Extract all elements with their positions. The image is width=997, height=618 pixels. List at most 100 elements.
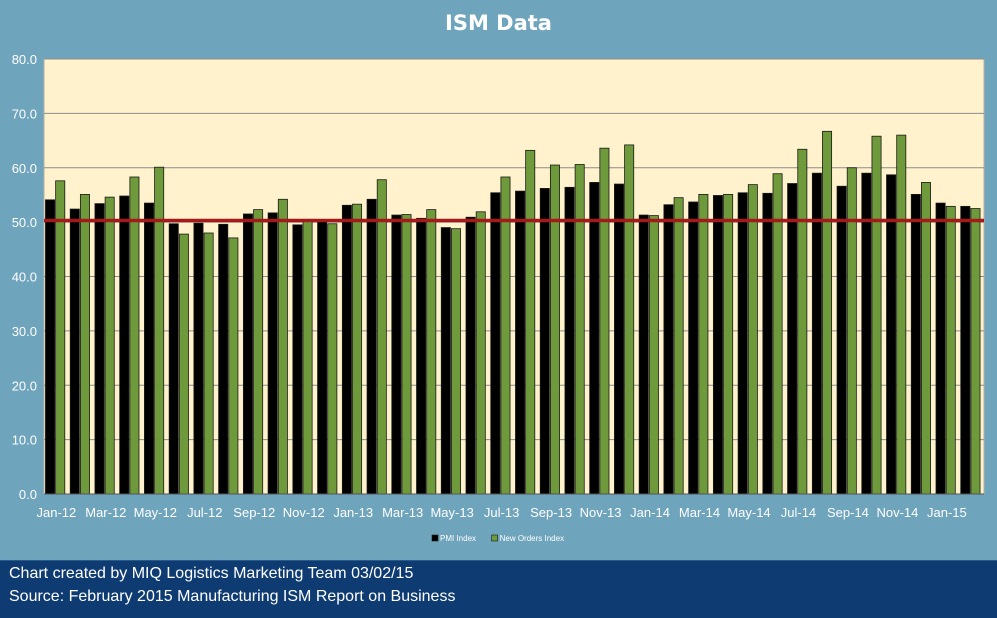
bar-pmi: [638, 214, 649, 495]
x-tick-label: May-12: [134, 505, 177, 520]
y-tick-label: 0.0: [19, 487, 37, 502]
bar-pmi: [737, 192, 748, 495]
bar-new-orders: [451, 228, 461, 495]
bar-pmi: [218, 223, 229, 495]
bar-pmi: [69, 208, 80, 495]
bar-pmi: [589, 182, 600, 495]
bar-pmi: [935, 202, 946, 495]
y-tick-label: 60.0: [12, 161, 37, 176]
bar-pmi: [787, 183, 798, 495]
bar-pmi: [119, 195, 130, 495]
legend-label-pmi: PMI Index: [440, 534, 476, 543]
bar-new-orders: [822, 130, 833, 495]
bar-new-orders: [525, 149, 536, 495]
bar-pmi: [267, 212, 278, 495]
bar-pmi: [391, 214, 402, 495]
bar-new-orders: [574, 164, 585, 495]
bar-new-orders: [475, 211, 486, 495]
bar-new-orders: [426, 209, 437, 495]
x-tick-label: May-13: [430, 505, 473, 520]
y-tick-label: 30.0: [12, 324, 37, 339]
footer-credit: Chart created by MIQ Logistics Marketing…: [9, 565, 414, 582]
bar-pmi: [366, 198, 377, 495]
bar-new-orders: [500, 176, 511, 495]
bar-pmi: [416, 217, 427, 495]
bar-new-orders: [698, 193, 709, 495]
bar-pmi: [144, 202, 154, 495]
y-tick-label: 70.0: [12, 106, 37, 121]
chart-panel: ISM Data 0.0 10.0 20.0 30.0 40.0 50.0 60.0 70.0…: [11, 11, 985, 543]
bar-pmi: [292, 224, 303, 495]
chart-title: ISM Data: [445, 11, 552, 35]
bar-pmi: [45, 199, 56, 495]
x-tick-label: Jul-14: [781, 505, 816, 520]
bar-pmi: [515, 190, 526, 495]
y-tick-label: 20.0: [12, 378, 37, 393]
x-tick-label: Jan-14: [630, 505, 670, 520]
bar-new-orders: [797, 148, 808, 495]
x-tick-label: Jan-13: [333, 505, 373, 520]
bar-new-orders: [203, 232, 214, 495]
bar-new-orders: [104, 196, 115, 495]
bar-pmi: [688, 201, 699, 495]
bar-new-orders: [723, 193, 734, 495]
bar-new-orders: [648, 215, 659, 495]
x-tick-label: Sep-13: [530, 505, 572, 520]
bar-new-orders: [154, 166, 165, 495]
bar-new-orders: [747, 184, 758, 495]
bar-pmi: [910, 193, 921, 495]
bar-pmi: [712, 195, 723, 495]
y-tick-label: 40.0: [12, 270, 37, 285]
bar-new-orders: [55, 180, 66, 495]
bar-new-orders: [376, 179, 387, 495]
bar-new-orders: [896, 134, 907, 495]
bar-new-orders: [352, 203, 363, 495]
y-tick-label: 10.0: [12, 433, 37, 448]
bar-pmi: [168, 223, 179, 495]
x-tick-label: Jul-12: [187, 505, 222, 520]
bar-pmi: [490, 192, 501, 495]
bar-pmi: [94, 203, 105, 495]
bar-new-orders: [277, 198, 288, 495]
x-tick-label: Sep-12: [233, 505, 275, 520]
bar-new-orders: [549, 164, 560, 495]
y-tick-label: 80.0: [12, 52, 37, 67]
x-tick-label: Nov-14: [876, 505, 918, 520]
bar-pmi: [539, 188, 550, 495]
bar-new-orders: [129, 176, 140, 495]
x-tick-label: Mar-13: [382, 505, 423, 520]
bar-pmi: [242, 213, 253, 495]
bar-pmi: [663, 204, 674, 495]
x-tick-label: Jan-15: [927, 505, 967, 520]
bar-new-orders: [921, 182, 931, 495]
x-tick-label: Jul-13: [484, 505, 519, 520]
bar-pmi: [341, 204, 352, 495]
bar-new-orders: [673, 197, 684, 495]
bar-new-orders: [624, 144, 635, 495]
bar-pmi: [960, 205, 971, 495]
x-tick-label: Jan-12: [36, 505, 76, 520]
bar-new-orders: [846, 167, 857, 495]
bar-new-orders: [599, 147, 610, 495]
legend-swatch-pmi: [431, 534, 439, 542]
bar-new-orders: [79, 193, 90, 495]
bar-pmi: [614, 183, 624, 495]
bar-new-orders: [871, 135, 882, 495]
bar-new-orders: [327, 223, 338, 495]
bar-new-orders: [302, 220, 313, 495]
x-tick-label: May-14: [727, 505, 770, 520]
footer-source: Source: February 2015 Manufacturing ISM …: [9, 588, 456, 605]
x-tick-label: Mar-12: [85, 505, 126, 520]
x-tick-label: Nov-12: [283, 505, 325, 520]
bar-pmi: [836, 185, 847, 495]
bar-pmi: [762, 192, 773, 495]
bar-new-orders: [228, 237, 239, 495]
chart-svg: 0.0 10.0 20.0 30.0 40.0 50.0 60.0 70.0 80.0 Jan-1…: [12, 52, 985, 543]
bar-pmi: [465, 216, 476, 495]
bar-new-orders: [178, 233, 189, 495]
bar-new-orders: [970, 208, 981, 495]
x-tick-label: Sep-14: [827, 505, 869, 520]
legend-label-new-orders: New Orders Index: [500, 534, 564, 543]
bar-new-orders: [253, 209, 264, 495]
y-tick-label: 50.0: [12, 215, 37, 230]
